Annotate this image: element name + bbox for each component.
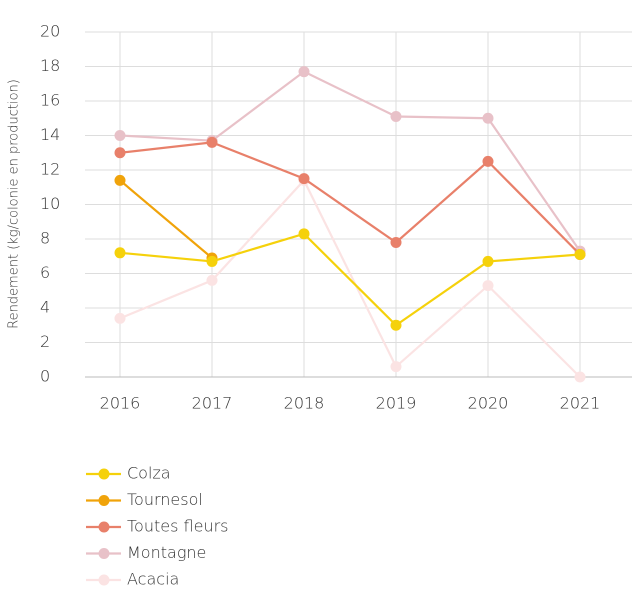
data-point: [114, 130, 126, 141]
series-line: [119, 178, 581, 378]
data-point: [482, 155, 494, 167]
data-point: [114, 147, 126, 159]
x-tick-label: 2017: [192, 394, 233, 413]
data-point: [390, 319, 402, 331]
data-point: [574, 371, 586, 383]
legend-label: Toutes fleurs: [127, 517, 229, 536]
x-tick-label: 2021: [560, 394, 601, 413]
series-line: [119, 141, 581, 256]
data-point: [114, 312, 126, 324]
x-tick-label: 2019: [376, 394, 417, 413]
legend-marker: [98, 495, 110, 506]
y-tick-label: 6: [40, 263, 50, 282]
data-point: [114, 247, 126, 259]
y-tick-label: 8: [40, 229, 50, 248]
data-point: [574, 249, 586, 261]
y-tick-label: 18: [40, 56, 60, 75]
legend-marker: [98, 521, 110, 533]
data-point: [206, 255, 218, 267]
y-tick-label: 12: [40, 160, 60, 179]
x-tick-label: 2016: [100, 394, 141, 413]
legend-marker: [98, 468, 110, 480]
data-point: [206, 136, 218, 148]
legend-label: Montagne: [127, 543, 206, 562]
data-point: [482, 280, 494, 292]
y-tick-label: 10: [40, 194, 60, 213]
series-line: [119, 179, 213, 259]
x-tick-label: 2018: [284, 394, 325, 413]
data-point: [482, 112, 494, 124]
data-point: [482, 255, 494, 267]
data-point: [298, 173, 310, 185]
legend-marker: [98, 574, 110, 586]
y-tick-label: 20: [40, 22, 60, 41]
data-point: [390, 236, 402, 248]
series-line: [119, 70, 581, 252]
x-tick-label: 2020: [468, 394, 509, 413]
data-point: [206, 274, 218, 286]
data-point: [114, 174, 126, 186]
legend-label: Tournesol: [127, 490, 203, 509]
series-line: [119, 232, 581, 327]
y-tick-label: 2: [40, 332, 50, 351]
data-point: [390, 111, 402, 123]
data-point: [298, 66, 310, 78]
y-tick-label: 16: [40, 91, 60, 110]
y-tick-label: 14: [40, 125, 60, 144]
legend-label: Acacia: [127, 570, 179, 589]
y-tick-label: 0: [40, 367, 50, 386]
legend-label: Colza: [127, 464, 171, 483]
y-axis-label: Rendement (kg/colonie en production): [7, 79, 22, 329]
y-tick-label: 4: [40, 298, 50, 317]
data-point: [390, 361, 402, 373]
legend-marker: [98, 548, 110, 559]
data-point: [298, 228, 310, 240]
